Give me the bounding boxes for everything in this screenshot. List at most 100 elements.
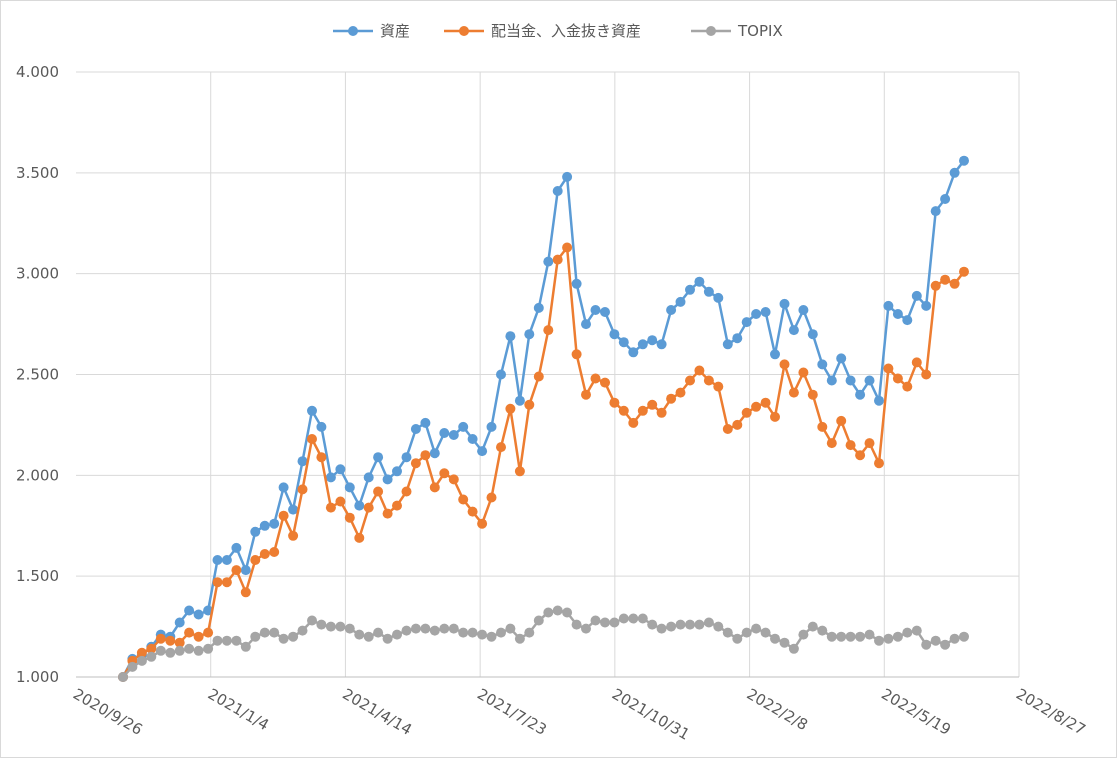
- series-3-point: [136, 655, 147, 666]
- series-1-point: [864, 375, 875, 386]
- series-2-point: [297, 484, 308, 495]
- series-3-point: [354, 629, 365, 640]
- series-2-point: [505, 403, 516, 414]
- series-3-point: [685, 619, 695, 630]
- series-2-point: [807, 389, 818, 400]
- series-2-point: [382, 508, 393, 519]
- series-3-point: [165, 647, 176, 658]
- series-2-point: [543, 325, 554, 336]
- series-3-point: [392, 629, 402, 640]
- series-3-point: [533, 615, 544, 626]
- series-3-point: [410, 623, 421, 634]
- series-1-point: [325, 472, 336, 483]
- series-3-point: [722, 627, 733, 638]
- series-1-point: [675, 296, 686, 307]
- series-2-point: [392, 500, 402, 511]
- series-2-point: [637, 405, 648, 416]
- series-3-point: [883, 633, 894, 644]
- series-2-point: [458, 494, 469, 505]
- series-2-point: [259, 549, 270, 559]
- series-3-point: [788, 643, 799, 654]
- legend-marker-3: [706, 26, 716, 36]
- series-1-point: [609, 329, 620, 340]
- series-2-point: [883, 363, 894, 374]
- x-tick-label: 2021/10/31: [609, 685, 693, 744]
- series-3-point: [316, 619, 327, 630]
- series-3-point: [571, 619, 582, 630]
- series-2-point: [401, 486, 412, 497]
- series-1-point: [703, 286, 714, 297]
- series-2-point: [514, 466, 525, 477]
- series-2-point: [524, 399, 535, 410]
- series-1-point: [656, 339, 667, 350]
- series-2-point: [448, 474, 459, 485]
- series-3-point: [864, 629, 875, 640]
- series-2-point: [855, 450, 866, 461]
- series-1-point: [685, 284, 695, 295]
- legend-label-2: 配当金、入金抜き資産: [491, 22, 641, 40]
- series-3-point: [703, 617, 714, 628]
- series-1-point: [212, 555, 223, 565]
- series-3-point: [911, 625, 922, 636]
- series-3-point: [278, 633, 289, 644]
- series-3-point: [420, 623, 431, 634]
- series-1-point: [259, 520, 270, 531]
- series-3-point: [477, 629, 488, 640]
- series-3-point: [902, 627, 913, 638]
- series-3-point: [155, 645, 166, 656]
- series-2-point: [732, 419, 743, 430]
- y-tick-label: 1.500: [16, 567, 59, 585]
- series-2-point: [722, 424, 733, 434]
- series-3-point: [174, 645, 185, 656]
- series-3-point: [666, 621, 677, 632]
- series-2-point: [240, 587, 251, 598]
- series-1-point: [392, 466, 402, 477]
- series-2-point: [675, 387, 686, 398]
- series-1-point: [373, 452, 384, 463]
- series-3-point: [656, 623, 667, 634]
- series-1-point: [694, 276, 705, 287]
- series-2-point: [600, 377, 610, 388]
- series-2-point: [940, 274, 951, 285]
- series-1-point: [798, 305, 809, 315]
- series-3-point: [221, 635, 232, 646]
- series-2-point: [703, 375, 714, 386]
- series-3-point: [231, 635, 242, 646]
- series-1-point: [184, 605, 195, 616]
- series-2-point: [921, 369, 932, 380]
- series-1-point: [581, 319, 591, 330]
- series-2-point: [231, 565, 242, 576]
- series-1-point: [363, 472, 374, 483]
- series-3-point: [325, 621, 336, 632]
- series-3-point: [836, 631, 847, 642]
- series-3-point: [949, 633, 960, 644]
- x-tick-label: 2022/5/19: [878, 685, 954, 739]
- series-3-point: [892, 631, 903, 642]
- series-3-point: [600, 617, 610, 628]
- series-1-point: [562, 171, 573, 182]
- series-1-point: [930, 206, 941, 217]
- series-1-point: [278, 482, 289, 493]
- series-1-point: [959, 155, 969, 166]
- series-1-point: [817, 359, 828, 370]
- series-3-point: [817, 625, 828, 636]
- series-3-point: [751, 623, 762, 634]
- series-1-point: [760, 307, 771, 317]
- series-1-point: [600, 307, 610, 317]
- series-2-point: [874, 458, 884, 469]
- series-1-point: [826, 375, 837, 386]
- y-tick-label: 1.000: [16, 668, 59, 686]
- series-3-point: [562, 607, 573, 618]
- series-2-point: [552, 254, 563, 265]
- series-2-point: [836, 415, 847, 426]
- series-3-point: [146, 651, 157, 662]
- x-tick-label: 2020/9/26: [70, 685, 146, 739]
- series-2-point: [269, 547, 280, 557]
- series-3-point: [798, 629, 809, 640]
- series-2-point: [571, 349, 582, 360]
- x-tick-label: 2022/2/8: [744, 685, 811, 734]
- y-tick-label: 3.000: [16, 265, 59, 283]
- series-3-point: [373, 627, 384, 638]
- series-1-point: [448, 430, 459, 440]
